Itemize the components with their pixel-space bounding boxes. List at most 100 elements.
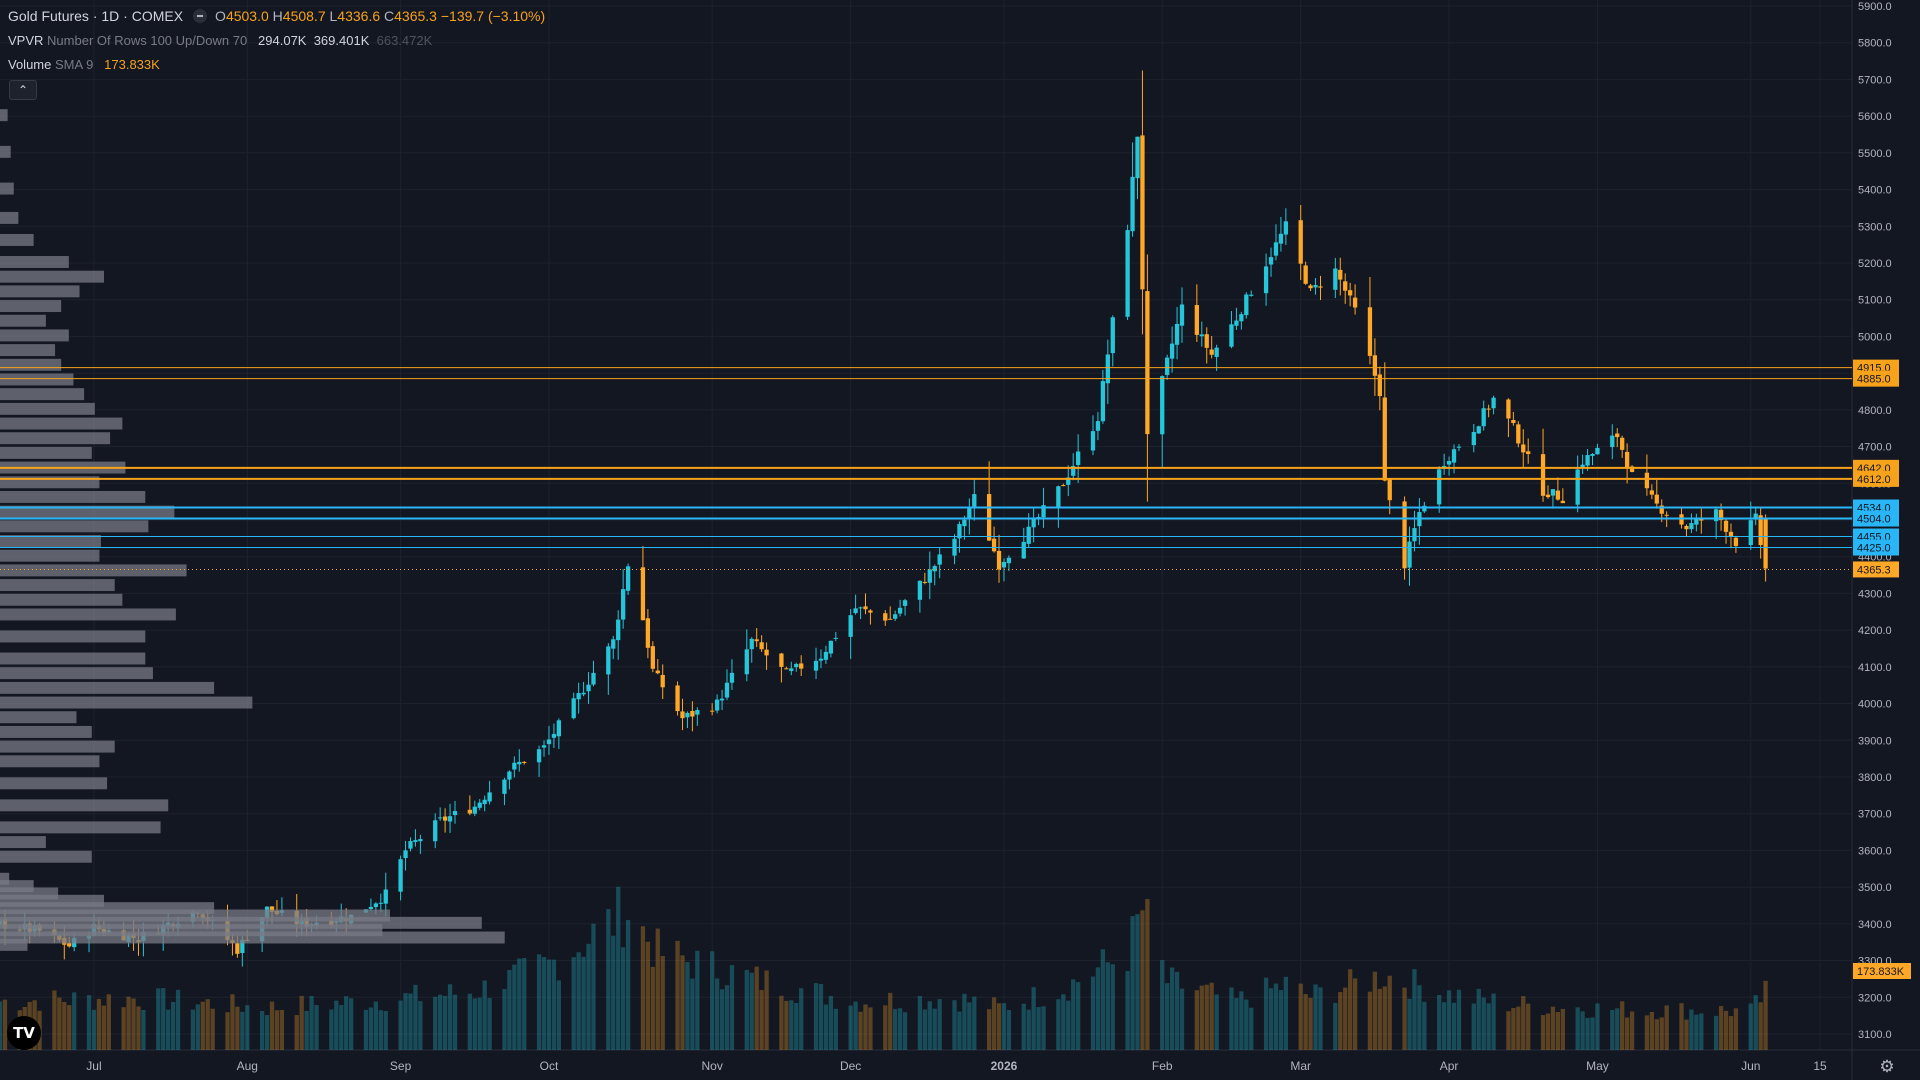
symbol-title[interactable]: Gold Futures · 1D · COMEX xyxy=(8,8,184,24)
volume-bar xyxy=(571,957,576,1050)
volume-bar xyxy=(1095,967,1101,1050)
volume-profile-row xyxy=(0,652,146,665)
volume-bar xyxy=(1733,1008,1739,1050)
candle-body xyxy=(1629,466,1635,472)
candle-body xyxy=(675,685,680,712)
volume-bar xyxy=(967,1002,972,1050)
candle-body xyxy=(408,841,413,849)
candle-body xyxy=(813,660,819,671)
volume-bar xyxy=(729,965,735,1050)
volume-bar xyxy=(0,1001,3,1050)
tradingview-logo-icon[interactable]: TV xyxy=(7,1016,41,1050)
indicator-toggle-icon[interactable] xyxy=(193,9,208,24)
candle-body xyxy=(378,902,383,904)
price-level-label-box xyxy=(1853,539,1899,556)
volume-bar xyxy=(235,1006,240,1050)
symbol-legend: Gold Futures · 1D · COMEX O4503.0 H4508.7… xyxy=(8,8,545,25)
y-tick-label: 3700.0 xyxy=(1858,809,1892,821)
volume-bar xyxy=(86,995,92,1050)
candle-body xyxy=(759,642,764,650)
candle-body xyxy=(932,566,937,572)
volume-bar xyxy=(1491,993,1496,1050)
x-tick-label: Apr xyxy=(1440,1059,1459,1073)
volume-bar xyxy=(749,972,754,1050)
candle-body xyxy=(1273,242,1279,256)
volume-bar xyxy=(719,989,725,1050)
volume-profile-row xyxy=(0,270,104,283)
candle-body xyxy=(1308,285,1313,289)
volume-bar xyxy=(1130,916,1135,1050)
volume-bar xyxy=(1006,1010,1012,1050)
last-price-label: 4365.3 xyxy=(1857,564,1891,576)
volume-bar xyxy=(52,990,57,1050)
candle-body xyxy=(996,550,1002,570)
volume-sma-label: 173.833K xyxy=(1857,966,1905,978)
candle-body xyxy=(1165,357,1170,375)
volume-bar xyxy=(1699,1013,1704,1050)
volume-bar xyxy=(744,969,749,1050)
candle-body xyxy=(645,618,651,648)
volume-bar xyxy=(334,1000,339,1050)
volume-bar xyxy=(438,994,443,1050)
volume-bar xyxy=(1689,1009,1694,1050)
candle-body xyxy=(591,672,596,685)
volume-bar xyxy=(91,1009,97,1050)
price-level-label: 4612.0 xyxy=(1857,474,1891,486)
candle-body xyxy=(868,610,873,613)
volume-bar xyxy=(611,935,616,1050)
candle-body xyxy=(655,670,660,674)
volume-bar xyxy=(1367,991,1373,1050)
candle-body xyxy=(1001,561,1007,568)
volume-legend[interactable]: Volume SMA 9 173.833K xyxy=(8,57,160,72)
volume-profile-row xyxy=(0,535,101,547)
volume-bar xyxy=(660,955,665,1050)
volume-bar xyxy=(556,980,562,1050)
volume-bar xyxy=(1174,971,1180,1050)
candle-body xyxy=(1031,518,1036,528)
candle-body xyxy=(269,906,275,912)
candle-body xyxy=(799,663,804,669)
candle-body xyxy=(690,710,695,717)
candle-body xyxy=(1071,466,1076,476)
candle-body xyxy=(888,618,893,620)
vpvr-name: VPVR xyxy=(8,33,44,48)
vpvr-legend[interactable]: VPVR Number Of Rows 100 Up/Down 70 294.0… xyxy=(8,33,432,48)
candle-body xyxy=(1456,446,1462,448)
candle-body xyxy=(858,607,863,609)
volume-bar xyxy=(1071,979,1076,1050)
volume-bar xyxy=(1318,987,1323,1050)
volume-bar xyxy=(175,989,181,1050)
y-tick-label: 5300.0 xyxy=(1858,221,1892,233)
volume-bar xyxy=(1456,989,1462,1050)
volume-bar xyxy=(1713,1015,1719,1050)
gear-icon[interactable]: ⚙ xyxy=(1879,1057,1895,1076)
candle-body xyxy=(1506,399,1511,419)
x-tick-label: Sep xyxy=(390,1059,412,1073)
volume-bar xyxy=(1076,982,1081,1050)
collapse-legend-button[interactable]: ⌃ xyxy=(9,80,37,100)
candle-body xyxy=(1451,449,1457,463)
volume-profile-row xyxy=(0,938,28,951)
candle-body xyxy=(541,745,547,748)
volume-bar xyxy=(487,998,492,1050)
volume-params: SMA 9 xyxy=(55,57,94,72)
candle-body xyxy=(1105,354,1110,384)
volume-profile-row xyxy=(0,285,80,298)
volume-bar xyxy=(57,997,62,1050)
candle-body xyxy=(482,799,487,805)
volume-bar xyxy=(413,984,418,1050)
candle-body xyxy=(487,792,492,802)
candle-body xyxy=(724,682,730,698)
candle-body xyxy=(1763,518,1768,569)
volume-bar xyxy=(1595,1003,1600,1050)
candle-body xyxy=(1169,343,1175,359)
candle-body xyxy=(1491,397,1496,409)
candle-body xyxy=(621,589,626,620)
candle-body xyxy=(1610,435,1615,448)
volume-bar xyxy=(1234,997,1239,1050)
volume-profile-row xyxy=(0,446,92,459)
volume-value: 173.833K xyxy=(104,57,160,72)
candle-body xyxy=(1338,269,1343,280)
